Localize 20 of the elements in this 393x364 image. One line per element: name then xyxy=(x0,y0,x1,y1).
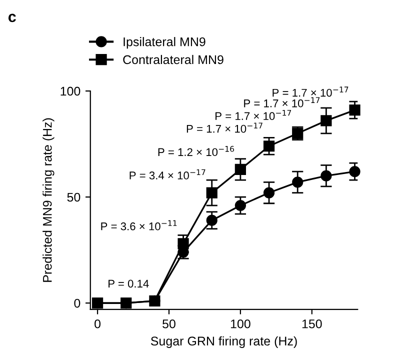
x-tick-label: 0 xyxy=(94,319,101,328)
x-tick-label: 50 xyxy=(162,319,176,328)
annotation: P = 1.2 × 10$^{−16}$ xyxy=(158,146,234,156)
annotation: P = 3.6 × 10$^{−11}$ xyxy=(101,220,177,230)
annotation: P = 1.7 × 10$^{−17}$ xyxy=(272,86,348,97)
y-tick-label: 100 xyxy=(60,86,80,96)
annotation: P = 0.14 xyxy=(108,280,149,288)
annotation: P = 1.7 × 10$^{−17}$ xyxy=(244,97,320,108)
x-axis-title: Sugar GRN firing rate (Hz) xyxy=(150,336,297,348)
legend-label: Contralateral MN9 xyxy=(123,54,224,64)
text: c xyxy=(8,14,16,22)
y-axis-title: Predicted MN9 firing rate (Hz) xyxy=(42,118,54,282)
x-tick-label: 100 xyxy=(230,319,250,328)
y-tick-label: 0 xyxy=(74,298,80,308)
legend-label: Ipsilateral MN9 xyxy=(124,37,206,49)
annotation: P = 3.4 × 10$^{−17}$ xyxy=(130,169,206,180)
y-tick-label: 50 xyxy=(67,192,80,202)
annotation: P = 1.7 × 10$^{−17}$ xyxy=(186,122,262,133)
annotation: P = 1.7 × 10$^{−17}$ xyxy=(216,110,292,120)
x-tick-label: 150 xyxy=(302,319,322,328)
